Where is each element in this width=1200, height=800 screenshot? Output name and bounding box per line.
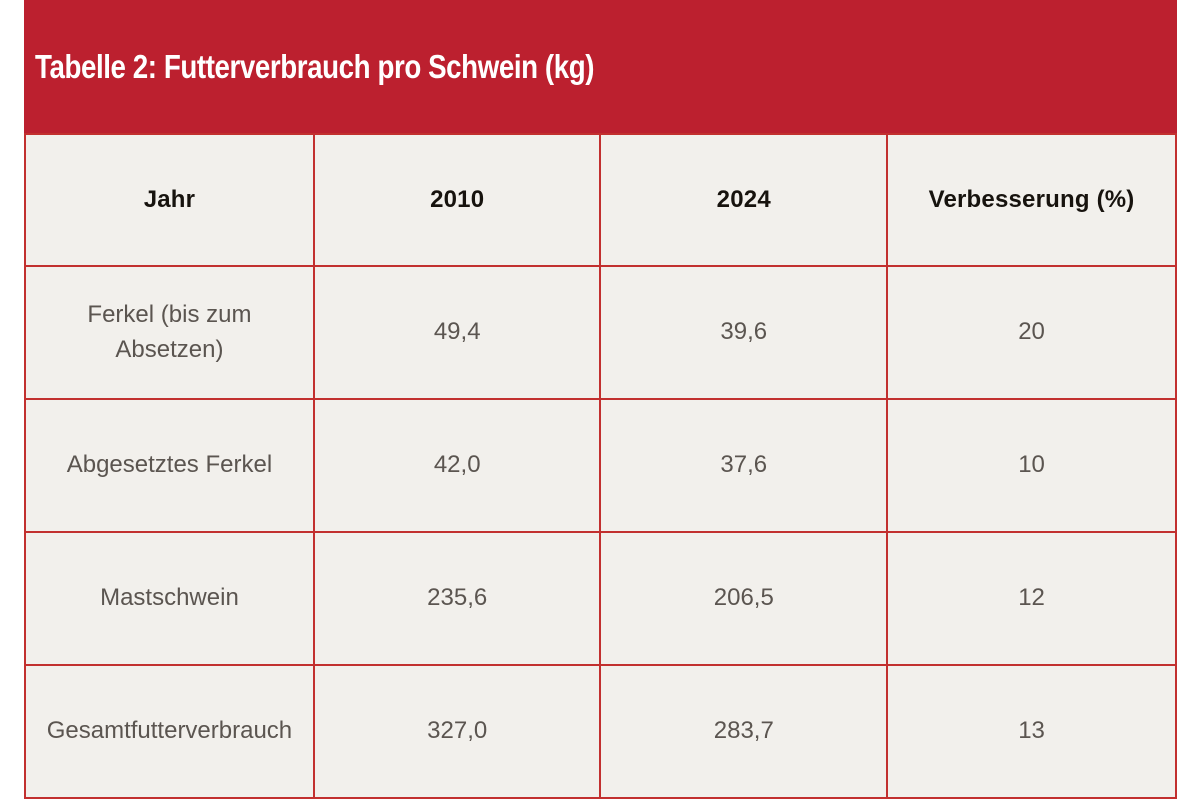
column-header-jahr: Jahr [24, 133, 315, 267]
cell-category: Mastschwein [24, 531, 315, 666]
table-row: Ferkel (bis zum Absetzen) 49,4 39,6 20 [24, 265, 1177, 400]
cell-improvement-value: 12 [886, 531, 1177, 666]
table-title-banner: Tabelle 2: Futterverbrauch pro Schwein (… [24, 0, 1177, 133]
cell-2010-value: 49,4 [312, 265, 602, 400]
cell-category: Gesamtfutterverbrauch [24, 664, 315, 799]
cell-2010-value: 327,0 [312, 664, 602, 799]
header-row: Jahr 2010 2024 Verbesserung (%) [24, 133, 1177, 267]
column-header-2024: 2024 [599, 133, 889, 267]
cell-2024-value: 283,7 [599, 664, 889, 799]
table-row: Mastschwein 235,6 206,5 12 [24, 531, 1177, 666]
table-title: Tabelle 2: Futterverbrauch pro Schwein (… [35, 47, 595, 85]
cell-category: Abgesetztes Ferkel [24, 398, 315, 533]
cell-improvement-value: 13 [886, 664, 1177, 799]
cell-2024-value: 39,6 [599, 265, 889, 400]
table-row: Abgesetztes Ferkel 42,0 37,6 10 [24, 398, 1177, 533]
cell-improvement-value: 10 [886, 398, 1177, 533]
table-row: Gesamtfutterverbrauch 327,0 283,7 13 [24, 664, 1177, 799]
cell-2010-value: 42,0 [312, 398, 602, 533]
column-header-verbesserung: Verbesserung (%) [886, 133, 1177, 267]
cell-2024-value: 37,6 [599, 398, 889, 533]
cell-improvement-value: 20 [886, 265, 1177, 400]
feed-consumption-table: Jahr 2010 2024 Verbesserung (%) Ferkel (… [24, 133, 1177, 799]
cell-category: Ferkel (bis zum Absetzen) [24, 265, 315, 400]
cell-2010-value: 235,6 [312, 531, 602, 666]
cell-2024-value: 206,5 [599, 531, 889, 666]
column-header-2010: 2010 [312, 133, 602, 267]
